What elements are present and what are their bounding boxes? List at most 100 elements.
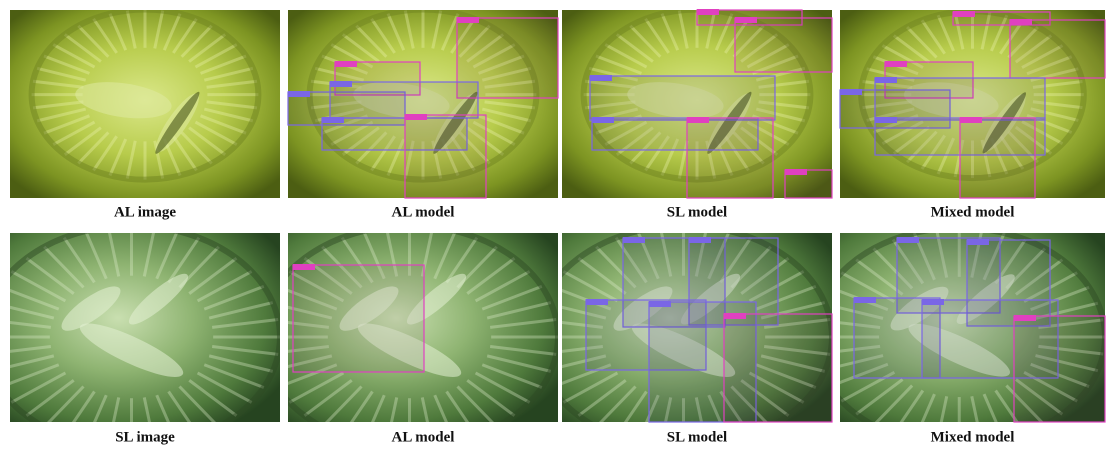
- spoke: [211, 318, 279, 329]
- spoke: [125, 10, 137, 49]
- spoke: [172, 17, 198, 54]
- detection-box: [589, 75, 776, 121]
- caption: AL model: [392, 204, 455, 220]
- spoke: [200, 114, 247, 135]
- image-panel: [10, 233, 280, 422]
- spoke: [466, 256, 516, 295]
- spoke: [1015, 258, 1064, 296]
- spoke: [892, 34, 931, 64]
- ring: [580, 10, 814, 183]
- spoke: [43, 245, 85, 289]
- spoke: [288, 270, 345, 303]
- spoke: [188, 256, 238, 295]
- detection-box: [622, 237, 726, 328]
- detection-box: [1009, 19, 1106, 79]
- spoke: [486, 301, 552, 320]
- fish: [353, 82, 450, 119]
- spoke: [1007, 130, 1039, 164]
- spoke: [892, 125, 931, 155]
- spoke: [481, 66, 532, 82]
- spoke: [489, 318, 557, 329]
- spoke: [740, 126, 779, 156]
- spoke: [707, 233, 731, 280]
- spoke: [1014, 34, 1053, 64]
- detection-box: [734, 17, 833, 73]
- detection-box: [456, 17, 559, 99]
- spoke: [330, 120, 374, 146]
- spoke: [562, 354, 607, 369]
- fish: [61, 286, 121, 331]
- spoke: [196, 270, 253, 303]
- detection-box: [591, 117, 759, 151]
- spoke: [758, 79, 810, 89]
- detection-tag: [687, 117, 709, 123]
- detection-box: [329, 81, 479, 119]
- image-panel: [562, 10, 832, 198]
- spoke: [982, 393, 998, 422]
- spoke: [1032, 80, 1083, 89]
- spoke: [599, 385, 637, 422]
- detection-box: [723, 313, 833, 423]
- spoke: [906, 26, 938, 59]
- spoke: [456, 385, 494, 422]
- spoke: [288, 371, 345, 404]
- spoke: [63, 126, 102, 156]
- detection-box: [287, 91, 406, 126]
- spoke: [629, 131, 662, 165]
- spoke: [694, 233, 707, 277]
- spoke: [763, 345, 831, 356]
- spoke: [10, 321, 52, 329]
- spoke: [758, 100, 810, 110]
- spoke: [71, 390, 96, 422]
- spoke: [10, 354, 55, 369]
- caption: SL image: [115, 429, 175, 445]
- spoke: [349, 390, 374, 422]
- spoke: [142, 397, 151, 422]
- spoke: [1005, 384, 1044, 422]
- spoke: [719, 390, 744, 422]
- detection-box: [688, 237, 779, 326]
- spoke: [431, 10, 443, 49]
- spoke: [999, 134, 1025, 170]
- spoke: [188, 33, 227, 63]
- spoke: [288, 305, 333, 320]
- detection-tag: [586, 299, 608, 305]
- spoke: [47, 385, 85, 422]
- fish-shadow: [155, 91, 200, 154]
- spoke: [577, 256, 627, 295]
- spoke: [644, 17, 670, 54]
- spoke: [994, 238, 1027, 285]
- spoke: [664, 397, 673, 422]
- spoke: [203, 66, 254, 82]
- spoke: [755, 284, 817, 311]
- detection-tag: [697, 9, 719, 15]
- spoke: [167, 390, 192, 422]
- spoke: [1021, 120, 1064, 145]
- image-bg: [10, 233, 280, 422]
- spoke: [614, 236, 648, 284]
- spoke: [840, 370, 896, 403]
- spoke: [562, 305, 607, 320]
- spoke: [288, 345, 330, 353]
- spoke: [1023, 271, 1078, 303]
- spoke: [108, 13, 128, 51]
- detection-tag: [592, 117, 614, 123]
- detection-tag: [649, 301, 671, 307]
- detection-tag: [590, 75, 612, 81]
- spoke: [982, 233, 1006, 281]
- detection-tag: [1014, 315, 1036, 321]
- caption: AL image: [114, 204, 176, 220]
- spoke: [142, 233, 155, 277]
- spoke: [840, 354, 884, 368]
- spoke: [677, 10, 689, 49]
- spoke: [677, 140, 689, 179]
- fish-shadow: [707, 91, 752, 154]
- spoke: [970, 396, 979, 422]
- spoke: [112, 397, 121, 422]
- spoke: [203, 284, 265, 311]
- spoke: [208, 354, 274, 373]
- spoke: [403, 140, 415, 179]
- spoke: [32, 79, 84, 89]
- detection-tag: [875, 117, 897, 123]
- spoke: [920, 19, 946, 55]
